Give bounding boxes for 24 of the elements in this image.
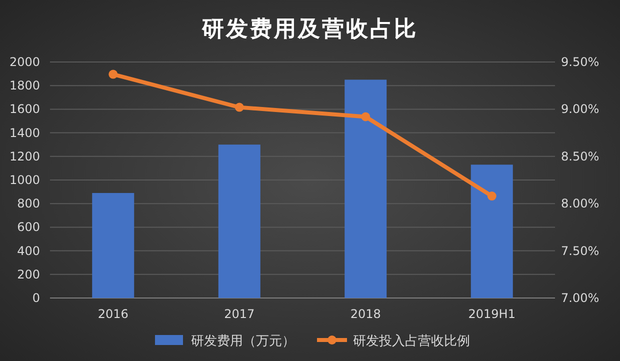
- x-tick-label: 2016: [98, 307, 128, 321]
- legend-label: 研发费用（万元）: [191, 334, 295, 349]
- y2-tick-label: 8.00%: [561, 196, 600, 211]
- y-tick-label: 1400: [9, 126, 40, 140]
- y-tick-label: 1800: [9, 78, 40, 93]
- y-tick-label: 1000: [9, 173, 40, 187]
- y-tick-label: 200: [17, 267, 40, 282]
- y-tick-label: 800: [17, 196, 40, 211]
- x-tick-label: 2018: [350, 307, 381, 321]
- chart-title: 研发费用及营收占比: [201, 17, 418, 42]
- y-tick-label: 2000: [9, 55, 40, 69]
- y-tick-label: 0: [32, 291, 40, 305]
- y2-tick-label: 9.00%: [561, 102, 600, 116]
- y2-tick-label: 8.50%: [561, 149, 600, 164]
- y-tick-label: 1600: [9, 102, 40, 116]
- x-tick-label: 2019H1: [468, 307, 516, 321]
- y-tick-label: 400: [17, 244, 40, 258]
- legend-label: 研发投入占营收比例: [353, 334, 470, 349]
- y2-tick-label: 7.00%: [561, 291, 600, 305]
- y-tick-label: 600: [17, 220, 40, 234]
- y2-tick-label: 9.50%: [561, 55, 600, 69]
- y2-tick-label: 7.50%: [561, 244, 600, 258]
- y-tick-label: 1200: [9, 149, 40, 164]
- x-tick-label: 2017: [224, 307, 255, 321]
